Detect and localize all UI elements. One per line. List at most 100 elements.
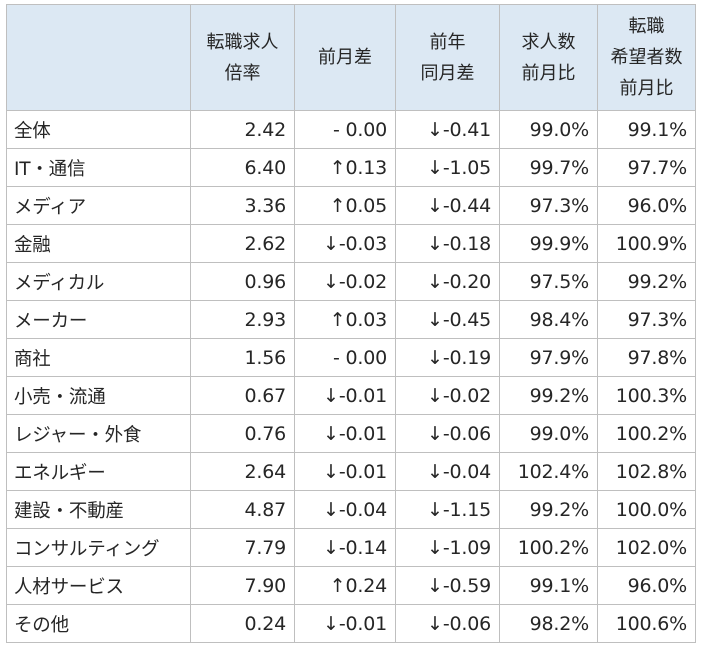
month-diff-value: ↑0.13: [294, 148, 396, 187]
month-diff-value: ↓-0.01: [294, 414, 396, 453]
header-row: 転職求人 倍率 前月差 前年 同月差 求人数 前月比 転職 希望者数 前月比: [6, 4, 696, 111]
jobs-mom-value: 98.2%: [499, 604, 598, 643]
year-diff-value: ↓-0.06: [395, 604, 500, 643]
table-row: コンサルティング 7.79 ↓-0.14 ↓-1.09 100.2% 102.0…: [6, 528, 696, 567]
year-diff-value: ↓-1.15: [395, 490, 500, 529]
jobs-mom-value: 99.2%: [499, 376, 598, 415]
jobs-mom-value: 97.9%: [499, 338, 598, 377]
jobs-mom-value: 99.1%: [499, 566, 598, 605]
month-diff-value: ↓-0.02: [294, 262, 396, 301]
header-job-ratio: 転職求人 倍率: [190, 4, 295, 111]
job-ratio-value: 2.93: [190, 300, 295, 339]
jobs-mom-value: 99.0%: [499, 110, 598, 149]
job-ratio-value: 4.87: [190, 490, 295, 529]
table-row: 金融 2.62 ↓-0.03 ↓-0.18 99.9% 100.9%: [6, 224, 696, 263]
seekers-mom-value: 97.7%: [597, 148, 696, 187]
job-ratio-value: 2.64: [190, 452, 295, 491]
table-row: メディカル 0.96 ↓-0.02 ↓-0.20 97.5% 99.2%: [6, 262, 696, 301]
seekers-mom-value: 102.8%: [597, 452, 696, 491]
seekers-mom-value: 100.3%: [597, 376, 696, 415]
year-diff-value: ↓-0.19: [395, 338, 500, 377]
job-ratio-value: 7.90: [190, 566, 295, 605]
year-diff-value: ↓-0.59: [395, 566, 500, 605]
job-ratio-value: 6.40: [190, 148, 295, 187]
year-diff-value: ↓-0.20: [395, 262, 500, 301]
industry-label: その他: [6, 604, 191, 643]
seekers-mom-value: 100.0%: [597, 490, 696, 529]
jobs-mom-value: 99.9%: [499, 224, 598, 263]
jobs-mom-value: 98.4%: [499, 300, 598, 339]
job-ratio-table: 転職求人 倍率 前月差 前年 同月差 求人数 前月比 転職 希望者数 前月比 全…: [6, 4, 696, 643]
table-row: 人材サービス 7.90 ↑0.24 ↓-0.59 99.1% 96.0%: [6, 566, 696, 605]
year-diff-value: ↓-0.18: [395, 224, 500, 263]
month-diff-value: ↑0.24: [294, 566, 396, 605]
month-diff-value: ↑0.05: [294, 186, 396, 225]
year-diff-value: ↓-0.44: [395, 186, 500, 225]
job-ratio-value: 0.96: [190, 262, 295, 301]
job-ratio-value: 0.76: [190, 414, 295, 453]
year-diff-value: ↓-0.41: [395, 110, 500, 149]
seekers-mom-value: 100.6%: [597, 604, 696, 643]
table-row: 全体 2.42 - 0.00 ↓-0.41 99.0% 99.1%: [6, 110, 696, 149]
month-diff-value: ↓-0.04: [294, 490, 396, 529]
table-row: レジャー・外食 0.76 ↓-0.01 ↓-0.06 99.0% 100.2%: [6, 414, 696, 453]
industry-label: メディア: [6, 186, 191, 225]
table-row: エネルギー 2.64 ↓-0.01 ↓-0.04 102.4% 102.8%: [6, 452, 696, 491]
job-ratio-value: 1.56: [190, 338, 295, 377]
industry-label: 建設・不動産: [6, 490, 191, 529]
seekers-mom-value: 100.9%: [597, 224, 696, 263]
year-diff-value: ↓-1.09: [395, 528, 500, 567]
industry-label: メディカル: [6, 262, 191, 301]
table-row: メディア 3.36 ↑0.05 ↓-0.44 97.3% 96.0%: [6, 186, 696, 225]
industry-label: レジャー・外食: [6, 414, 191, 453]
job-ratio-value: 0.67: [190, 376, 295, 415]
jobs-mom-value: 99.0%: [499, 414, 598, 453]
month-diff-value: ↓-0.01: [294, 604, 396, 643]
header-year-diff: 前年 同月差: [395, 4, 500, 111]
header-month-diff: 前月差: [294, 4, 396, 111]
month-diff-value: ↓-0.01: [294, 376, 396, 415]
jobs-mom-value: 97.5%: [499, 262, 598, 301]
industry-label: 金融: [6, 224, 191, 263]
seekers-mom-value: 99.2%: [597, 262, 696, 301]
header-corner-cell: [6, 4, 191, 111]
jobs-mom-value: 102.4%: [499, 452, 598, 491]
table-row: メーカー 2.93 ↑0.03 ↓-0.45 98.4% 97.3%: [6, 300, 696, 339]
seekers-mom-value: 99.1%: [597, 110, 696, 149]
year-diff-value: ↓-0.02: [395, 376, 500, 415]
month-diff-value: - 0.00: [294, 338, 396, 377]
jobs-mom-value: 97.3%: [499, 186, 598, 225]
seekers-mom-value: 97.3%: [597, 300, 696, 339]
industry-label: 人材サービス: [6, 566, 191, 605]
table-row: IT・通信 6.40 ↑0.13 ↓-1.05 99.7% 97.7%: [6, 148, 696, 187]
industry-label: 全体: [6, 110, 191, 149]
year-diff-value: ↓-0.06: [395, 414, 500, 453]
month-diff-value: ↓-0.03: [294, 224, 396, 263]
month-diff-value: - 0.00: [294, 110, 396, 149]
table-row: 商社 1.56 - 0.00 ↓-0.19 97.9% 97.8%: [6, 338, 696, 377]
month-diff-value: ↑0.03: [294, 300, 396, 339]
industry-label: 商社: [6, 338, 191, 377]
job-ratio-value: 0.24: [190, 604, 295, 643]
industry-label: コンサルティング: [6, 528, 191, 567]
header-seekers-mom: 転職 希望者数 前月比: [597, 4, 696, 111]
industry-label: エネルギー: [6, 452, 191, 491]
jobs-mom-value: 99.2%: [499, 490, 598, 529]
seekers-mom-value: 100.2%: [597, 414, 696, 453]
industry-label: IT・通信: [6, 148, 191, 187]
year-diff-value: ↓-0.04: [395, 452, 500, 491]
table-row: 建設・不動産 4.87 ↓-0.04 ↓-1.15 99.2% 100.0%: [6, 490, 696, 529]
seekers-mom-value: 102.0%: [597, 528, 696, 567]
industry-label: メーカー: [6, 300, 191, 339]
industry-label: 小売・流通: [6, 376, 191, 415]
jobs-mom-value: 100.2%: [499, 528, 598, 567]
year-diff-value: ↓-0.45: [395, 300, 500, 339]
job-ratio-value: 7.79: [190, 528, 295, 567]
seekers-mom-value: 96.0%: [597, 566, 696, 605]
month-diff-value: ↓-0.14: [294, 528, 396, 567]
table-row: その他 0.24 ↓-0.01 ↓-0.06 98.2% 100.6%: [6, 604, 696, 643]
seekers-mom-value: 96.0%: [597, 186, 696, 225]
header-jobs-mom: 求人数 前月比: [499, 4, 598, 111]
year-diff-value: ↓-1.05: [395, 148, 500, 187]
month-diff-value: ↓-0.01: [294, 452, 396, 491]
